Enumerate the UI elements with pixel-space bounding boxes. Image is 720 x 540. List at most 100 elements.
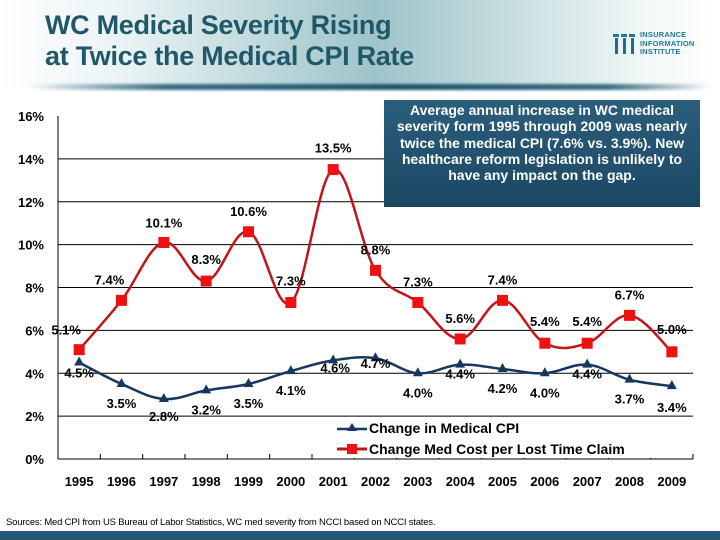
y-tick-label: 2% <box>25 409 44 424</box>
x-tick-label: 1996 <box>107 474 136 489</box>
iii-logo-icon <box>613 34 635 54</box>
logo-wordmark: INSURANCE INFORMATION INSTITUTE <box>640 30 695 57</box>
claim-point-marker <box>624 309 635 321</box>
title-line-2: at Twice the Medical CPI Rate <box>45 41 414 71</box>
callout-text: Average annual increase in WC medical se… <box>396 102 688 184</box>
x-tick-label: 2008 <box>615 474 644 489</box>
cpi-data-label: 3.2% <box>191 402 221 417</box>
claim-point-marker <box>116 294 127 306</box>
claim-point-marker <box>73 344 85 356</box>
claim-point-marker <box>243 226 254 238</box>
y-tick-label: 4% <box>25 366 44 381</box>
cpi-data-label: 3.7% <box>615 392 645 407</box>
claim-point-marker <box>327 164 339 176</box>
legend-item-claim: Change Med Cost per Lost Time Claim <box>337 439 625 459</box>
cpi-point-marker <box>201 384 212 394</box>
claim-point-marker <box>412 297 424 309</box>
claim-data-label: 7.3% <box>403 275 433 290</box>
x-tick-label: 2003 <box>403 474 432 489</box>
cpi-data-label: 3.4% <box>657 400 687 415</box>
cpi-point-marker <box>285 365 296 375</box>
cpi-data-label: 4.6% <box>320 360 350 375</box>
claim-data-label: 8.3% <box>191 252 221 267</box>
logo-line-1: INSURANCE <box>640 30 687 39</box>
claim-data-label: 6.7% <box>615 287 645 302</box>
x-tick-label: 2002 <box>361 474 390 489</box>
claim-data-label: 10.1% <box>145 215 182 230</box>
cpi-point-marker <box>243 377 254 387</box>
claim-point-marker <box>666 346 678 358</box>
header-divider <box>30 84 710 90</box>
header-banner <box>0 0 720 88</box>
claim-data-label: 5.4% <box>530 314 560 329</box>
claim-point-marker <box>158 236 170 248</box>
callout-box: Average annual increase in WC medical se… <box>384 100 700 207</box>
cpi-point-marker <box>624 373 635 383</box>
claim-point-marker <box>370 264 381 276</box>
x-tick-labels: 1995 1996 1997 1998 1999 2000 2001 2002 2003 2004… <box>65 474 687 489</box>
claim-data-label: 7.3% <box>276 274 306 289</box>
cpi-point-marker <box>539 367 550 377</box>
cpi-data-label: 4.2% <box>488 381 518 396</box>
x-tick-label: 2007 <box>573 474 602 489</box>
page-title: WC Medical Severity Rising at Twice the … <box>45 10 414 72</box>
claim-data-label: 5.6% <box>445 311 475 326</box>
iii-logo: INSURANCE INFORMATION INSTITUTE <box>612 30 712 57</box>
claim-point-marker <box>285 297 297 309</box>
data-labels: 4.5% 3.5% 2.8% 3.2% 3.5% 4.1% 4.6% 4.7% 4.0% 4.4%… <box>51 141 687 424</box>
cpi-point-marker <box>158 392 169 402</box>
series <box>73 164 678 402</box>
cpi-data-label: 4.1% <box>276 383 306 398</box>
cpi-data-label: 4.7% <box>361 356 391 371</box>
cpi-data-label: 3.5% <box>234 396 264 411</box>
cpi-data-label: 4.5% <box>64 366 94 381</box>
cpi-point-marker <box>412 367 423 377</box>
y-tick-labels: 0% 2% 4% 6% 8% 10% 12% 14% 16% <box>18 109 44 467</box>
claim-data-label: 5.1% <box>51 323 81 338</box>
logo-line-3: INSTITUTE <box>640 47 681 56</box>
sources-note: Sources: Med CPI from US Bureau of Labor… <box>6 517 436 528</box>
cpi-point-marker <box>455 358 466 368</box>
triangle-line-icon <box>337 423 367 431</box>
x-tick-label: 1999 <box>234 474 263 489</box>
claim-data-label: 8.8% <box>361 242 391 257</box>
x-tick-label: 2005 <box>488 474 517 489</box>
x-tick-label: 1997 <box>149 474 178 489</box>
legend-label-cpi: Change in Medical CPI <box>369 420 520 436</box>
x-tick-label: 2001 <box>319 474 348 489</box>
y-tick-label: 8% <box>25 281 44 296</box>
title-line-1: WC Medical Severity Rising <box>45 10 392 40</box>
series-line-claim <box>78 168 673 353</box>
cpi-point-marker <box>666 380 677 390</box>
claim-data-label: 7.4% <box>95 272 125 287</box>
square-line-icon <box>337 444 367 454</box>
claim-data-label: 10.6% <box>230 204 267 219</box>
cpi-data-label: 3.5% <box>107 396 137 411</box>
y-tick-label: 10% <box>18 238 44 253</box>
y-tick-label: 12% <box>18 195 44 210</box>
claim-point-marker <box>539 337 551 349</box>
x-tick-label: 1995 <box>65 474 94 489</box>
bottom-bar <box>0 531 720 540</box>
legend-item-cpi: Change in Medical CPI <box>337 418 519 438</box>
claim-data-label: 5.4% <box>572 314 602 329</box>
cpi-data-label: 4.0% <box>403 385 433 400</box>
cpi-data-label: 4.4% <box>572 367 602 382</box>
y-tick-label: 0% <box>25 452 44 467</box>
claim-data-label: 7.4% <box>488 272 518 287</box>
claim-point-marker <box>497 294 508 306</box>
cpi-point-marker <box>497 362 508 372</box>
legend-label-claim: Change Med Cost per Lost Time Claim <box>369 441 625 457</box>
cpi-point-marker <box>116 377 127 387</box>
x-tick-label: 2004 <box>446 474 476 489</box>
x-tick-label: 1998 <box>192 474 221 489</box>
claim-point-marker <box>581 337 593 349</box>
claim-point-marker <box>454 333 466 345</box>
cpi-data-label: 4.4% <box>445 367 475 382</box>
chart-legend: Change in Medical CPI Change Med Cost pe… <box>337 418 667 458</box>
x-tick-label: 2009 <box>657 474 686 489</box>
logo-line-2: INFORMATION <box>640 38 695 48</box>
y-tick-label: 16% <box>18 109 44 124</box>
y-tick-label: 14% <box>18 152 44 167</box>
